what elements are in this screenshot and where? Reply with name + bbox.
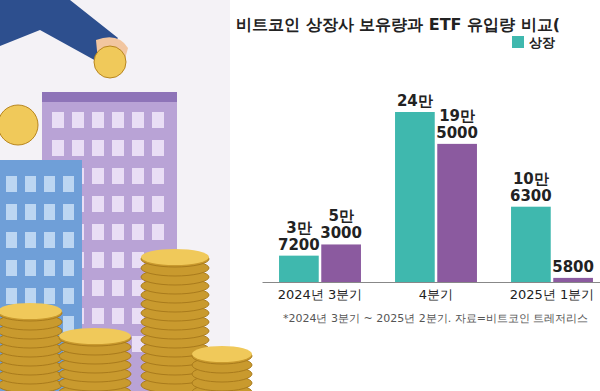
legend-item: 상장 xyxy=(512,35,555,50)
window xyxy=(132,168,144,184)
data-label: 24만 xyxy=(397,92,433,110)
coin-top xyxy=(0,303,62,319)
data-label: 19만5000 xyxy=(436,107,478,142)
window xyxy=(92,168,104,184)
coin xyxy=(0,105,38,145)
window xyxy=(44,260,55,276)
window xyxy=(6,176,17,192)
bar xyxy=(511,207,551,282)
window xyxy=(152,140,164,156)
x-tick: 2024년 3분기 xyxy=(278,282,363,302)
window xyxy=(63,316,74,332)
coin xyxy=(94,46,126,78)
window xyxy=(132,224,144,240)
window xyxy=(6,232,17,248)
window xyxy=(25,260,36,276)
window xyxy=(6,260,17,276)
window xyxy=(132,112,144,128)
window xyxy=(25,204,36,220)
window xyxy=(52,112,64,128)
data-label: 10만6300 xyxy=(510,170,552,205)
window xyxy=(52,140,64,156)
window xyxy=(132,196,144,212)
bars xyxy=(279,112,593,282)
window xyxy=(6,204,17,220)
building-roof xyxy=(42,92,177,102)
bar xyxy=(437,144,477,282)
window xyxy=(72,140,84,156)
window xyxy=(112,308,124,324)
window xyxy=(63,260,74,276)
x-axis: 2024년 3분기 4분기 2025년 1분기 xyxy=(263,282,600,302)
window xyxy=(112,140,124,156)
data-label: 5만3000 xyxy=(320,207,362,242)
x-tick-label: 4분기 xyxy=(419,287,453,302)
x-axis-line xyxy=(263,282,600,283)
window xyxy=(63,176,74,192)
data-labels: 3만7200 24만 10만6300 5만3000 19만5000 5800 xyxy=(278,92,594,276)
chart-root: 비트코인 상장사 보유량과 ETF 유입량 비교(상장 3만7200 24만 10만6… xyxy=(0,0,600,391)
window xyxy=(72,112,84,128)
x-tick-label: 2024년 3분기 xyxy=(278,287,363,302)
window xyxy=(25,288,36,304)
window xyxy=(92,308,104,324)
illustration xyxy=(0,0,252,391)
window xyxy=(152,168,164,184)
x-tick: 4분기 xyxy=(419,282,453,302)
window xyxy=(25,176,36,192)
window xyxy=(44,204,55,220)
legend-label: 상장 xyxy=(529,35,555,50)
window xyxy=(92,252,104,268)
window xyxy=(112,280,124,296)
chart-title: 비트코인 상장사 보유량과 ETF 유입량 비교( xyxy=(236,15,560,34)
legend: 상장 xyxy=(512,35,555,50)
window xyxy=(112,168,124,184)
coin-top xyxy=(192,346,252,362)
window xyxy=(112,224,124,240)
legend-swatch xyxy=(512,36,524,48)
footnote: *2024년 3분기 ~ 2025년 2분기. 자료=비트코인 트레저리스 xyxy=(283,312,588,325)
window xyxy=(92,196,104,212)
bar xyxy=(279,256,319,282)
window xyxy=(92,112,104,128)
window xyxy=(152,112,164,128)
window xyxy=(63,288,74,304)
window xyxy=(152,196,164,212)
window xyxy=(132,140,144,156)
window xyxy=(44,288,55,304)
window xyxy=(6,288,17,304)
x-tick-label: 2025년 1분기 xyxy=(510,287,595,302)
window xyxy=(44,232,55,248)
coin-top xyxy=(59,328,131,344)
window xyxy=(92,140,104,156)
data-label: 3만7200 xyxy=(278,219,320,254)
bar xyxy=(553,278,593,282)
window xyxy=(44,176,55,192)
window xyxy=(152,224,164,240)
window xyxy=(63,232,74,248)
window xyxy=(112,252,124,268)
coin-top xyxy=(141,249,209,265)
bar xyxy=(321,244,361,282)
window xyxy=(92,280,104,296)
window xyxy=(25,232,36,248)
x-tick: 2025년 1분기 xyxy=(510,282,595,302)
window xyxy=(63,204,74,220)
window xyxy=(112,112,124,128)
window xyxy=(112,196,124,212)
window xyxy=(92,224,104,240)
bar xyxy=(395,112,435,282)
data-label: 5800 xyxy=(552,258,594,276)
